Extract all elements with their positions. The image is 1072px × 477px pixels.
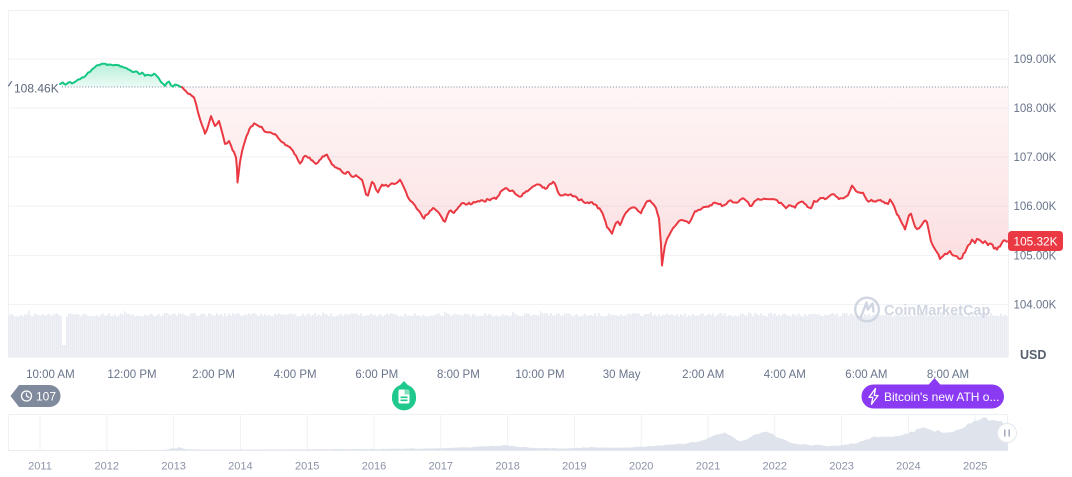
svg-text:2021: 2021: [696, 461, 720, 473]
svg-text:2018: 2018: [495, 461, 519, 473]
svg-text:2:00 PM: 2:00 PM: [192, 369, 235, 381]
svg-text:4:00 PM: 4:00 PM: [274, 369, 317, 381]
svg-text:2019: 2019: [562, 461, 586, 473]
svg-text:2024: 2024: [896, 461, 920, 473]
svg-text:2:00 AM: 2:00 AM: [682, 369, 724, 381]
svg-text:6:00 AM: 6:00 AM: [845, 369, 887, 381]
svg-text:105.00K: 105.00K: [1014, 251, 1057, 263]
svg-text:2017: 2017: [429, 461, 453, 473]
svg-text:2012: 2012: [95, 461, 119, 473]
svg-text:Bitcoin's new ATH o...: Bitcoin's new ATH o...: [884, 390, 999, 404]
svg-text:107.00K: 107.00K: [1014, 152, 1057, 164]
svg-text:8:00 AM: 8:00 AM: [927, 369, 969, 381]
svg-text:CoinMarketCap: CoinMarketCap: [884, 303, 990, 319]
svg-text:105.32K: 105.32K: [1014, 235, 1058, 249]
svg-text:30 May: 30 May: [603, 369, 641, 381]
svg-text:2013: 2013: [161, 461, 185, 473]
svg-text:2014: 2014: [228, 461, 252, 473]
svg-text:2015: 2015: [295, 461, 319, 473]
svg-text:10:00 PM: 10:00 PM: [515, 369, 564, 381]
svg-text:6:00 PM: 6:00 PM: [355, 369, 398, 381]
svg-text:USD: USD: [1020, 348, 1046, 362]
svg-text:109.00K: 109.00K: [1014, 54, 1057, 66]
svg-text:2023: 2023: [829, 461, 853, 473]
svg-text:8:00 PM: 8:00 PM: [437, 369, 480, 381]
svg-text:106.00K: 106.00K: [1014, 201, 1057, 213]
svg-text:2011: 2011: [28, 461, 52, 473]
svg-text:2020: 2020: [629, 461, 653, 473]
svg-text:107: 107: [36, 390, 56, 404]
svg-text:104.00K: 104.00K: [1014, 300, 1057, 312]
svg-text:2025: 2025: [963, 461, 987, 473]
svg-text:10:00 AM: 10:00 AM: [26, 369, 75, 381]
svg-text:4:00 AM: 4:00 AM: [764, 369, 806, 381]
svg-text:2022: 2022: [763, 461, 787, 473]
svg-text:108.00K: 108.00K: [1014, 103, 1057, 115]
svg-text:108.46K: 108.46K: [14, 82, 59, 96]
svg-text:2016: 2016: [362, 461, 386, 473]
svg-text:12:00 PM: 12:00 PM: [107, 369, 156, 381]
